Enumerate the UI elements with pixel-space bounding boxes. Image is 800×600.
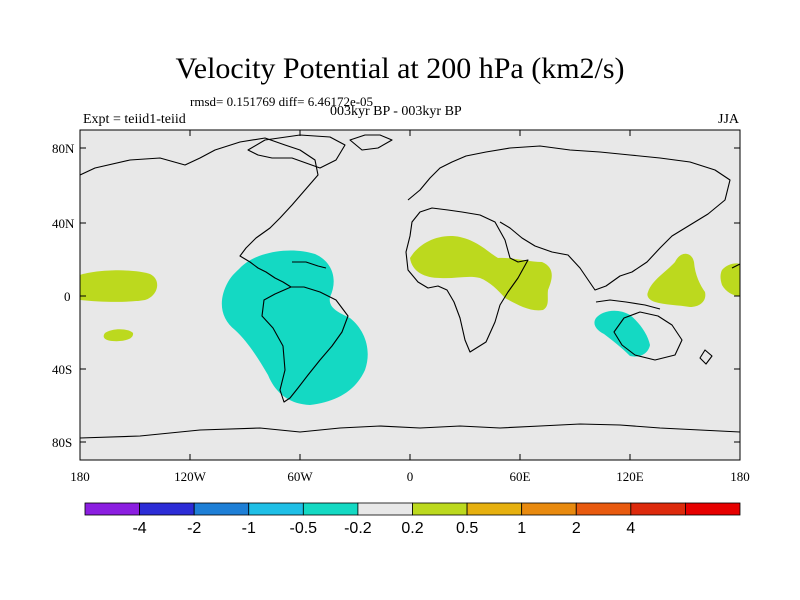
colorbar-swatch: [466, 502, 523, 516]
colorbar-tick-label: 1: [517, 520, 527, 537]
lon-tick-label: 120W: [174, 469, 207, 484]
colorbar-tick-label: -0.5: [289, 520, 318, 537]
colorbar-tick-label: 0.2: [401, 520, 424, 537]
lon-tick-label: 180: [730, 469, 750, 484]
region-africa-arabia-positive: [410, 236, 552, 311]
region-central-pacific-positive: [80, 270, 158, 302]
lat-tick-label: 80N: [52, 141, 75, 156]
colorbar-swatch: [412, 502, 468, 516]
season-label: JJA: [718, 112, 740, 127]
colorbar-tick-label: -2: [187, 520, 202, 537]
lon-tick-label: 180: [70, 469, 90, 484]
region-south-america-negative: [221, 250, 368, 405]
colorbar-swatch: [139, 502, 195, 516]
colorbar-swatch: [521, 502, 577, 516]
lat-tick-label: 40N: [52, 216, 75, 231]
colorbar-tick-label: -4: [132, 520, 147, 537]
lon-axis: [79, 130, 741, 460]
coastlines: [80, 134, 740, 439]
plot-area: [80, 130, 740, 460]
region-central-pacific-small-positive: [103, 329, 134, 342]
colorbar-tick-label: -1: [241, 520, 256, 537]
colorbar-tick-label: 2: [571, 520, 581, 537]
region-indonesia-australia-negative: [594, 310, 650, 357]
region-dateline-positive: [720, 263, 740, 297]
region-western-pacific-positive: [647, 253, 706, 307]
colorbar-swatch: [575, 502, 632, 516]
colorbar: [84, 502, 741, 516]
colorbar-swatch: [357, 502, 413, 516]
lon-tick-label: 60W: [287, 469, 313, 484]
colorbar-swatch: [685, 502, 741, 516]
colorbar-tick-label: 0.5: [455, 520, 479, 537]
lat-axis: [80, 147, 740, 443]
colorbar-swatch: [193, 502, 250, 516]
lon-tick-label: 60E: [510, 469, 531, 484]
lat-tick-label: 0: [64, 289, 71, 304]
colorbar-swatch: [302, 502, 359, 516]
colorbar-tick-label: 4: [626, 520, 636, 537]
map-title: Velocity Potential at 200 hPa (km2/s): [175, 52, 625, 85]
lat-tick-label: 80S: [52, 435, 72, 450]
lat-tick-label: 40S: [52, 362, 72, 377]
lon-tick-label: 0: [407, 469, 414, 484]
experiment-label: Expt = teiid1-teiid: [83, 112, 186, 127]
colorbar-swatch: [630, 502, 686, 516]
colorbar-swatch: [84, 502, 140, 516]
colorbar-swatch: [248, 502, 304, 516]
lon-tick-label: 120E: [616, 469, 644, 484]
period-label: 003kyr BP - 003kyr BP: [330, 104, 462, 119]
colorbar-tick-label: -0.2: [344, 520, 372, 537]
stats-label: rmsd= 0.151769 diff= 6.46172e-05: [190, 94, 374, 109]
